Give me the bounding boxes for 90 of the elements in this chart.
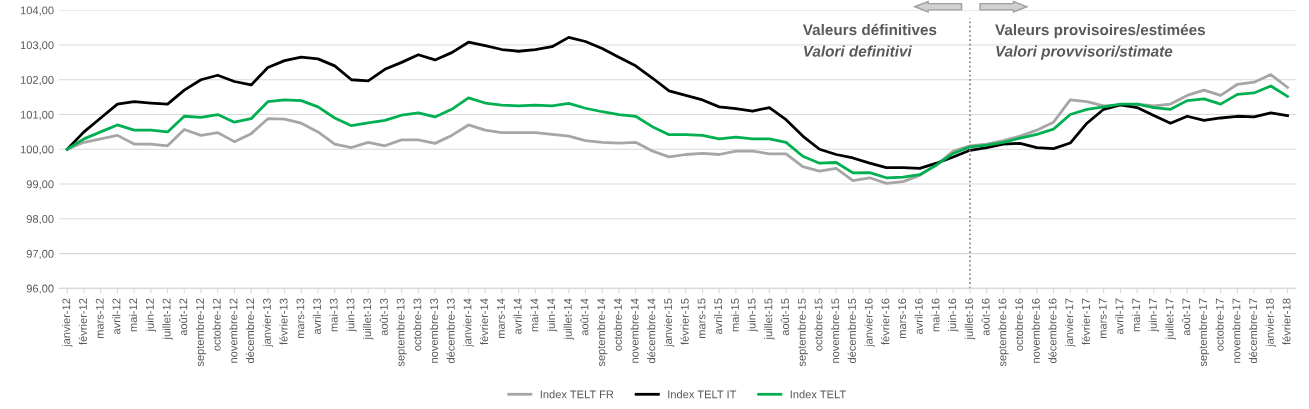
x-tick-label: décembre-15: [847, 298, 856, 364]
annotation: Valori provvisori/stimate: [996, 45, 1173, 60]
x-tick-label: septembre-13: [396, 298, 407, 367]
x-tick-label: septembre-16: [998, 298, 1009, 367]
x-tick-label: novembre-15: [831, 298, 840, 363]
x-tick-label: mai-16: [931, 298, 940, 332]
x-tick-label: mai-12: [128, 298, 138, 332]
x-tick-label: octobre-12: [212, 298, 221, 351]
x-tick-label: juillet-12: [162, 298, 173, 340]
x-tick-label: juillet-15: [764, 298, 775, 340]
x-tick-label: avril-17: [1115, 298, 1124, 335]
y-tick-label: 104,00: [20, 6, 54, 16]
legend-label: Index TELT: [790, 390, 846, 399]
x-tick-label: novembre-13: [429, 298, 438, 363]
x-tick-label: juin-16: [948, 298, 959, 332]
x-tick-label: avril-15: [714, 298, 723, 335]
x-tick-label: décembre-16: [1048, 298, 1057, 364]
annotation: Valeurs provisoires/estimées: [995, 23, 1206, 39]
x-tick-label: décembre-17: [1248, 298, 1258, 364]
x-tick-label: février-15: [680, 298, 689, 345]
x-tick-label: janvier-18: [1265, 298, 1277, 348]
x-tick-label: juin-13: [346, 298, 357, 332]
y-tick-label: 102,00: [20, 76, 54, 86]
x-tick-label: mai-17: [1131, 298, 1141, 332]
x-tick-label: août-14: [580, 298, 589, 336]
x-tick-label: mai-14: [530, 298, 539, 332]
x-tick-label: avril-16: [914, 298, 923, 335]
x-tick-label: juin-14: [546, 298, 558, 332]
x-tick-label: juin-12: [145, 298, 157, 332]
x-tick-label: décembre-12: [245, 298, 255, 364]
x-tick-label: février-17: [1081, 298, 1090, 345]
x-tick-label: novembre-12: [229, 298, 238, 363]
x-tick-label: septembre-14: [597, 298, 608, 367]
x-tick-label: mars-16: [898, 298, 907, 339]
x-tick-label: novembre-16: [1031, 298, 1040, 363]
y-tick-label: 103,00: [20, 41, 54, 51]
x-tick-label: mai-15: [730, 298, 739, 332]
x-tick-label: avril-14: [513, 298, 522, 335]
legend-label: Index TELT IT: [668, 390, 737, 399]
x-tick-label: juillet-17: [1165, 298, 1176, 340]
y-tick-label: 96,00: [26, 284, 54, 294]
x-tick-label: novembre-14: [630, 298, 639, 363]
x-tick-label: janvier-13: [262, 298, 274, 348]
annotation: Valori definitivi: [804, 45, 912, 57]
x-tick-label: avril-13: [312, 298, 321, 335]
x-tick-label: juin-15: [747, 298, 758, 332]
x-tick-label: mars-13: [296, 298, 305, 339]
y-tick-label: 100,00: [20, 145, 54, 155]
x-tick-label: août-17: [1182, 298, 1191, 336]
y-tick-label: 97,00: [26, 249, 54, 260]
x-tick-label: septembre-12: [195, 298, 207, 367]
x-tick-label: décembre-14: [647, 298, 656, 364]
legend-label: Index TELT FR: [540, 390, 614, 399]
x-tick-label: janvier-17: [1065, 298, 1076, 348]
x-tick-label: août-12: [179, 298, 188, 336]
annotation: Valeurs définitives: [802, 23, 937, 36]
x-tick-label: juillet-14: [563, 298, 574, 340]
x-tick-label: mars-14: [497, 298, 505, 339]
x-tick-label: avril-12: [112, 298, 121, 335]
x-tick-label: novembre-17: [1232, 298, 1241, 363]
x-tick-label: janvier-14: [463, 298, 474, 348]
x-tick-label: janvier-15: [663, 298, 675, 348]
x-tick-label: octobre-15: [814, 298, 823, 351]
x-tick-label: juillet-16: [964, 298, 976, 340]
x-tick-label: août-13: [379, 298, 388, 336]
x-tick-label: mars-17: [1098, 298, 1107, 339]
x-tick-label: février-12: [78, 298, 87, 345]
x-tick-label: octobre-14: [613, 298, 622, 351]
x-tick-label: juin-17: [1148, 298, 1159, 332]
x-tick-label: mars-12: [95, 298, 104, 339]
x-tick-label: décembre-13: [446, 298, 455, 364]
x-tick-label: septembre-17: [1198, 298, 1210, 367]
y-tick-label: 98,00: [26, 215, 54, 225]
x-tick-label: février-14: [479, 298, 489, 345]
x-tick-label: février-13: [279, 298, 288, 345]
x-tick-label: octobre-16: [1014, 298, 1024, 351]
x-tick-label: janvier-16: [864, 298, 875, 348]
y-tick-label: 101,00: [20, 110, 54, 120]
x-tick-label: octobre-13: [413, 298, 422, 351]
x-tick-label: octobre-17: [1215, 298, 1224, 351]
x-tick-label: février-16: [881, 298, 890, 345]
x-tick-label: mars-15: [697, 298, 706, 339]
x-tick-label: septembre-15: [797, 298, 808, 367]
x-tick-label: janvier-12: [62, 298, 73, 348]
x-tick-label: août-16: [981, 298, 990, 336]
x-tick-label: février-18: [1282, 298, 1291, 345]
x-tick-label: août-15: [780, 298, 790, 336]
y-tick-label: 99,00: [26, 180, 54, 190]
x-tick-label: juillet-13: [362, 298, 374, 340]
x-tick-label: mai-13: [329, 298, 338, 332]
